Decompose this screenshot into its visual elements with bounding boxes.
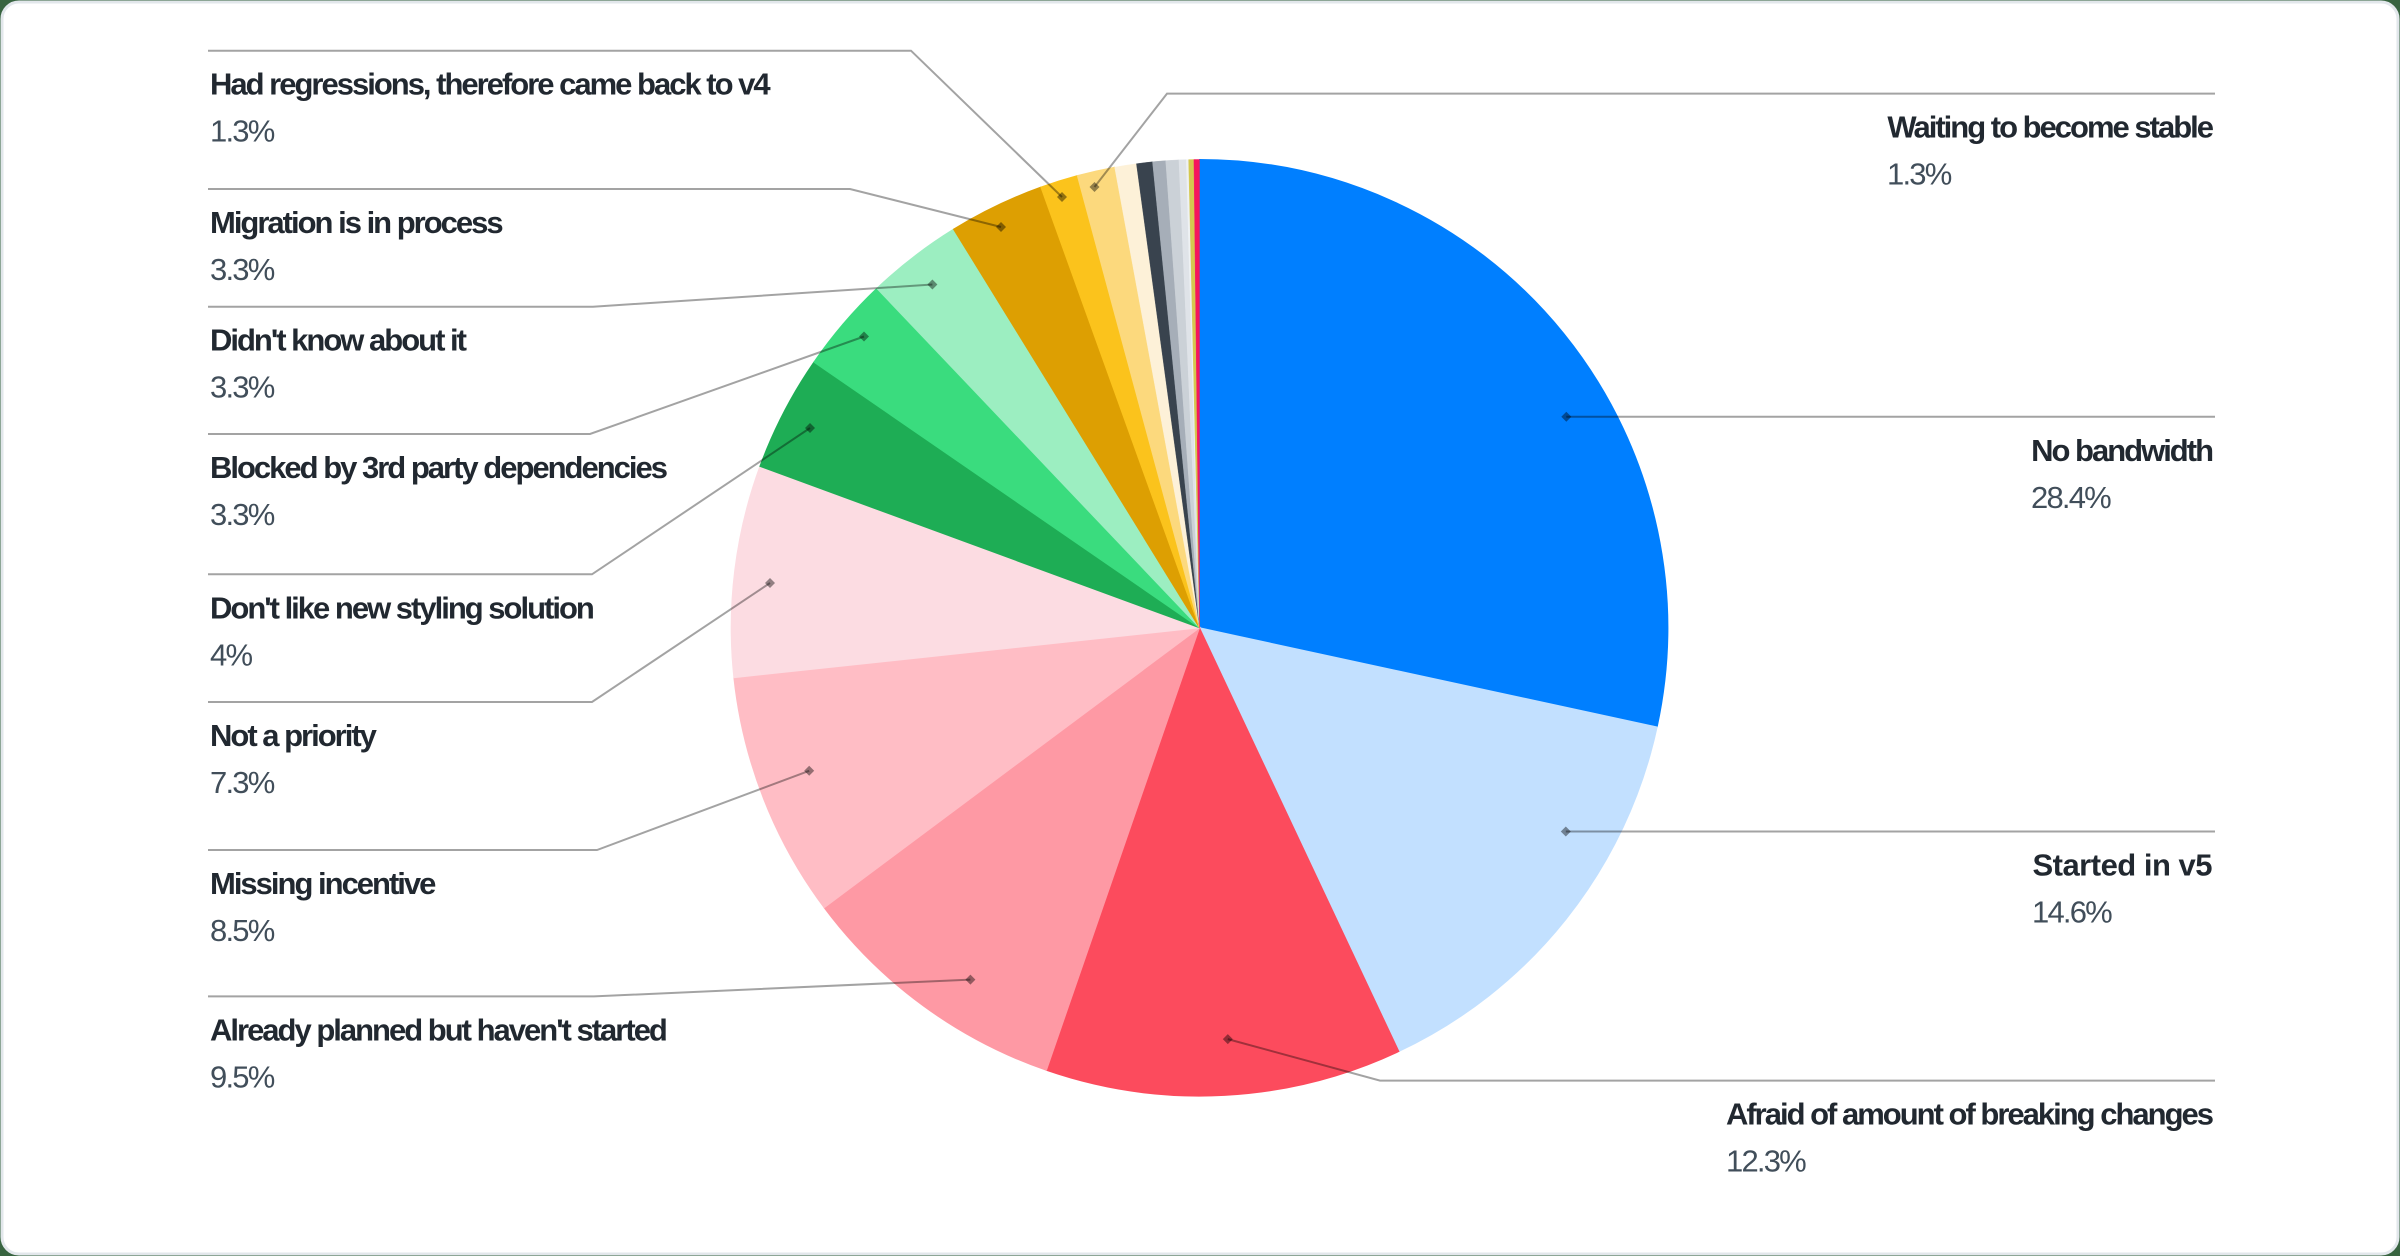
svg-text:3.3%: 3.3%: [210, 252, 275, 287]
svg-text:Waiting to become stable: Waiting to become stable: [1887, 110, 2213, 145]
svg-text:4%: 4%: [210, 637, 252, 672]
svg-text:28.4%: 28.4%: [2031, 480, 2111, 515]
svg-text:Started in v5: Started in v5: [2032, 848, 2212, 883]
svg-text:Didn't know about it: Didn't know about it: [210, 323, 467, 358]
svg-text:9.5%: 9.5%: [210, 1059, 275, 1094]
svg-text:1.3%: 1.3%: [1887, 157, 1952, 192]
svg-text:14.6%: 14.6%: [2032, 895, 2112, 930]
svg-text:3.3%: 3.3%: [210, 497, 275, 532]
svg-text:No bandwidth: No bandwidth: [2031, 433, 2213, 468]
svg-text:Afraid of amount of breaking c: Afraid of amount of breaking changes: [1726, 1097, 2213, 1132]
svg-text:8.5%: 8.5%: [210, 913, 275, 948]
svg-text:Missing incentive: Missing incentive: [210, 866, 436, 901]
svg-text:Blocked by 3rd party dependenc: Blocked by 3rd party dependencies: [210, 450, 667, 485]
svg-text:Not a priority: Not a priority: [210, 718, 378, 753]
svg-text:Migration is in process: Migration is in process: [210, 205, 502, 240]
svg-text:Don't like new styling solutio: Don't like new styling solution: [210, 590, 594, 625]
svg-text:12.3%: 12.3%: [1726, 1144, 1806, 1179]
svg-text:Already planned but haven't st: Already planned but haven't started: [210, 1012, 666, 1047]
svg-text:Had regressions, therefore cam: Had regressions, therefore came back to …: [210, 67, 771, 102]
svg-text:1.3%: 1.3%: [210, 114, 275, 149]
svg-text:3.3%: 3.3%: [210, 370, 275, 405]
svg-text:7.3%: 7.3%: [210, 765, 275, 800]
